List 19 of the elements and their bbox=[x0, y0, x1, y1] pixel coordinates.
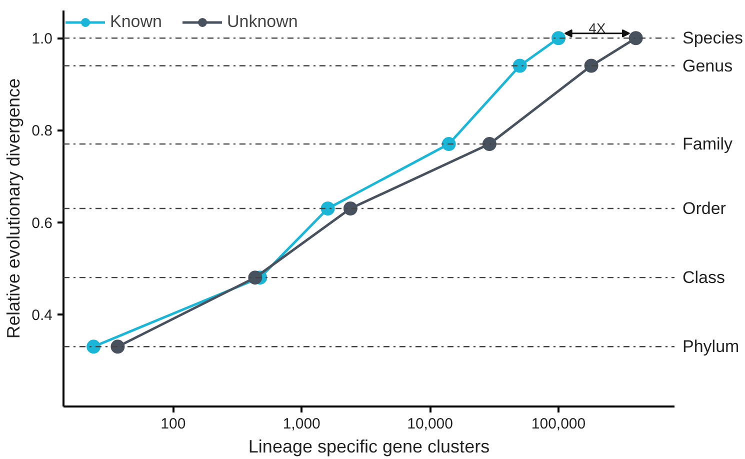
y-tick-label: 0.8 bbox=[32, 122, 53, 140]
y-tick-label: 1.0 bbox=[32, 30, 53, 48]
ref-line-label: Genus bbox=[682, 56, 733, 76]
annotation: 4X bbox=[588, 20, 606, 36]
x-axis-title: Lineage specific gene clusters bbox=[248, 436, 490, 456]
ref-line-label: Phylum bbox=[682, 337, 740, 356]
ref-line-label: Family bbox=[682, 134, 734, 154]
x-tick-label: 10,000 bbox=[407, 416, 454, 432]
y-axis-title: Relative evolutionary divergence bbox=[4, 78, 24, 339]
ref-line-label: Order bbox=[682, 199, 726, 218]
y-tick-label: 0.4 bbox=[32, 306, 53, 324]
x-tick-label: 100,000 bbox=[531, 416, 586, 432]
ref-line-label: Species bbox=[682, 28, 743, 48]
x-tick-label: 1,000 bbox=[282, 416, 320, 432]
legend-label: Known bbox=[110, 12, 162, 32]
legend-label: Unknown bbox=[226, 12, 298, 32]
x-tick-label: 100 bbox=[160, 416, 186, 432]
y-tick-label: 0.6 bbox=[32, 214, 53, 232]
ref-line-label: Class bbox=[682, 268, 726, 288]
